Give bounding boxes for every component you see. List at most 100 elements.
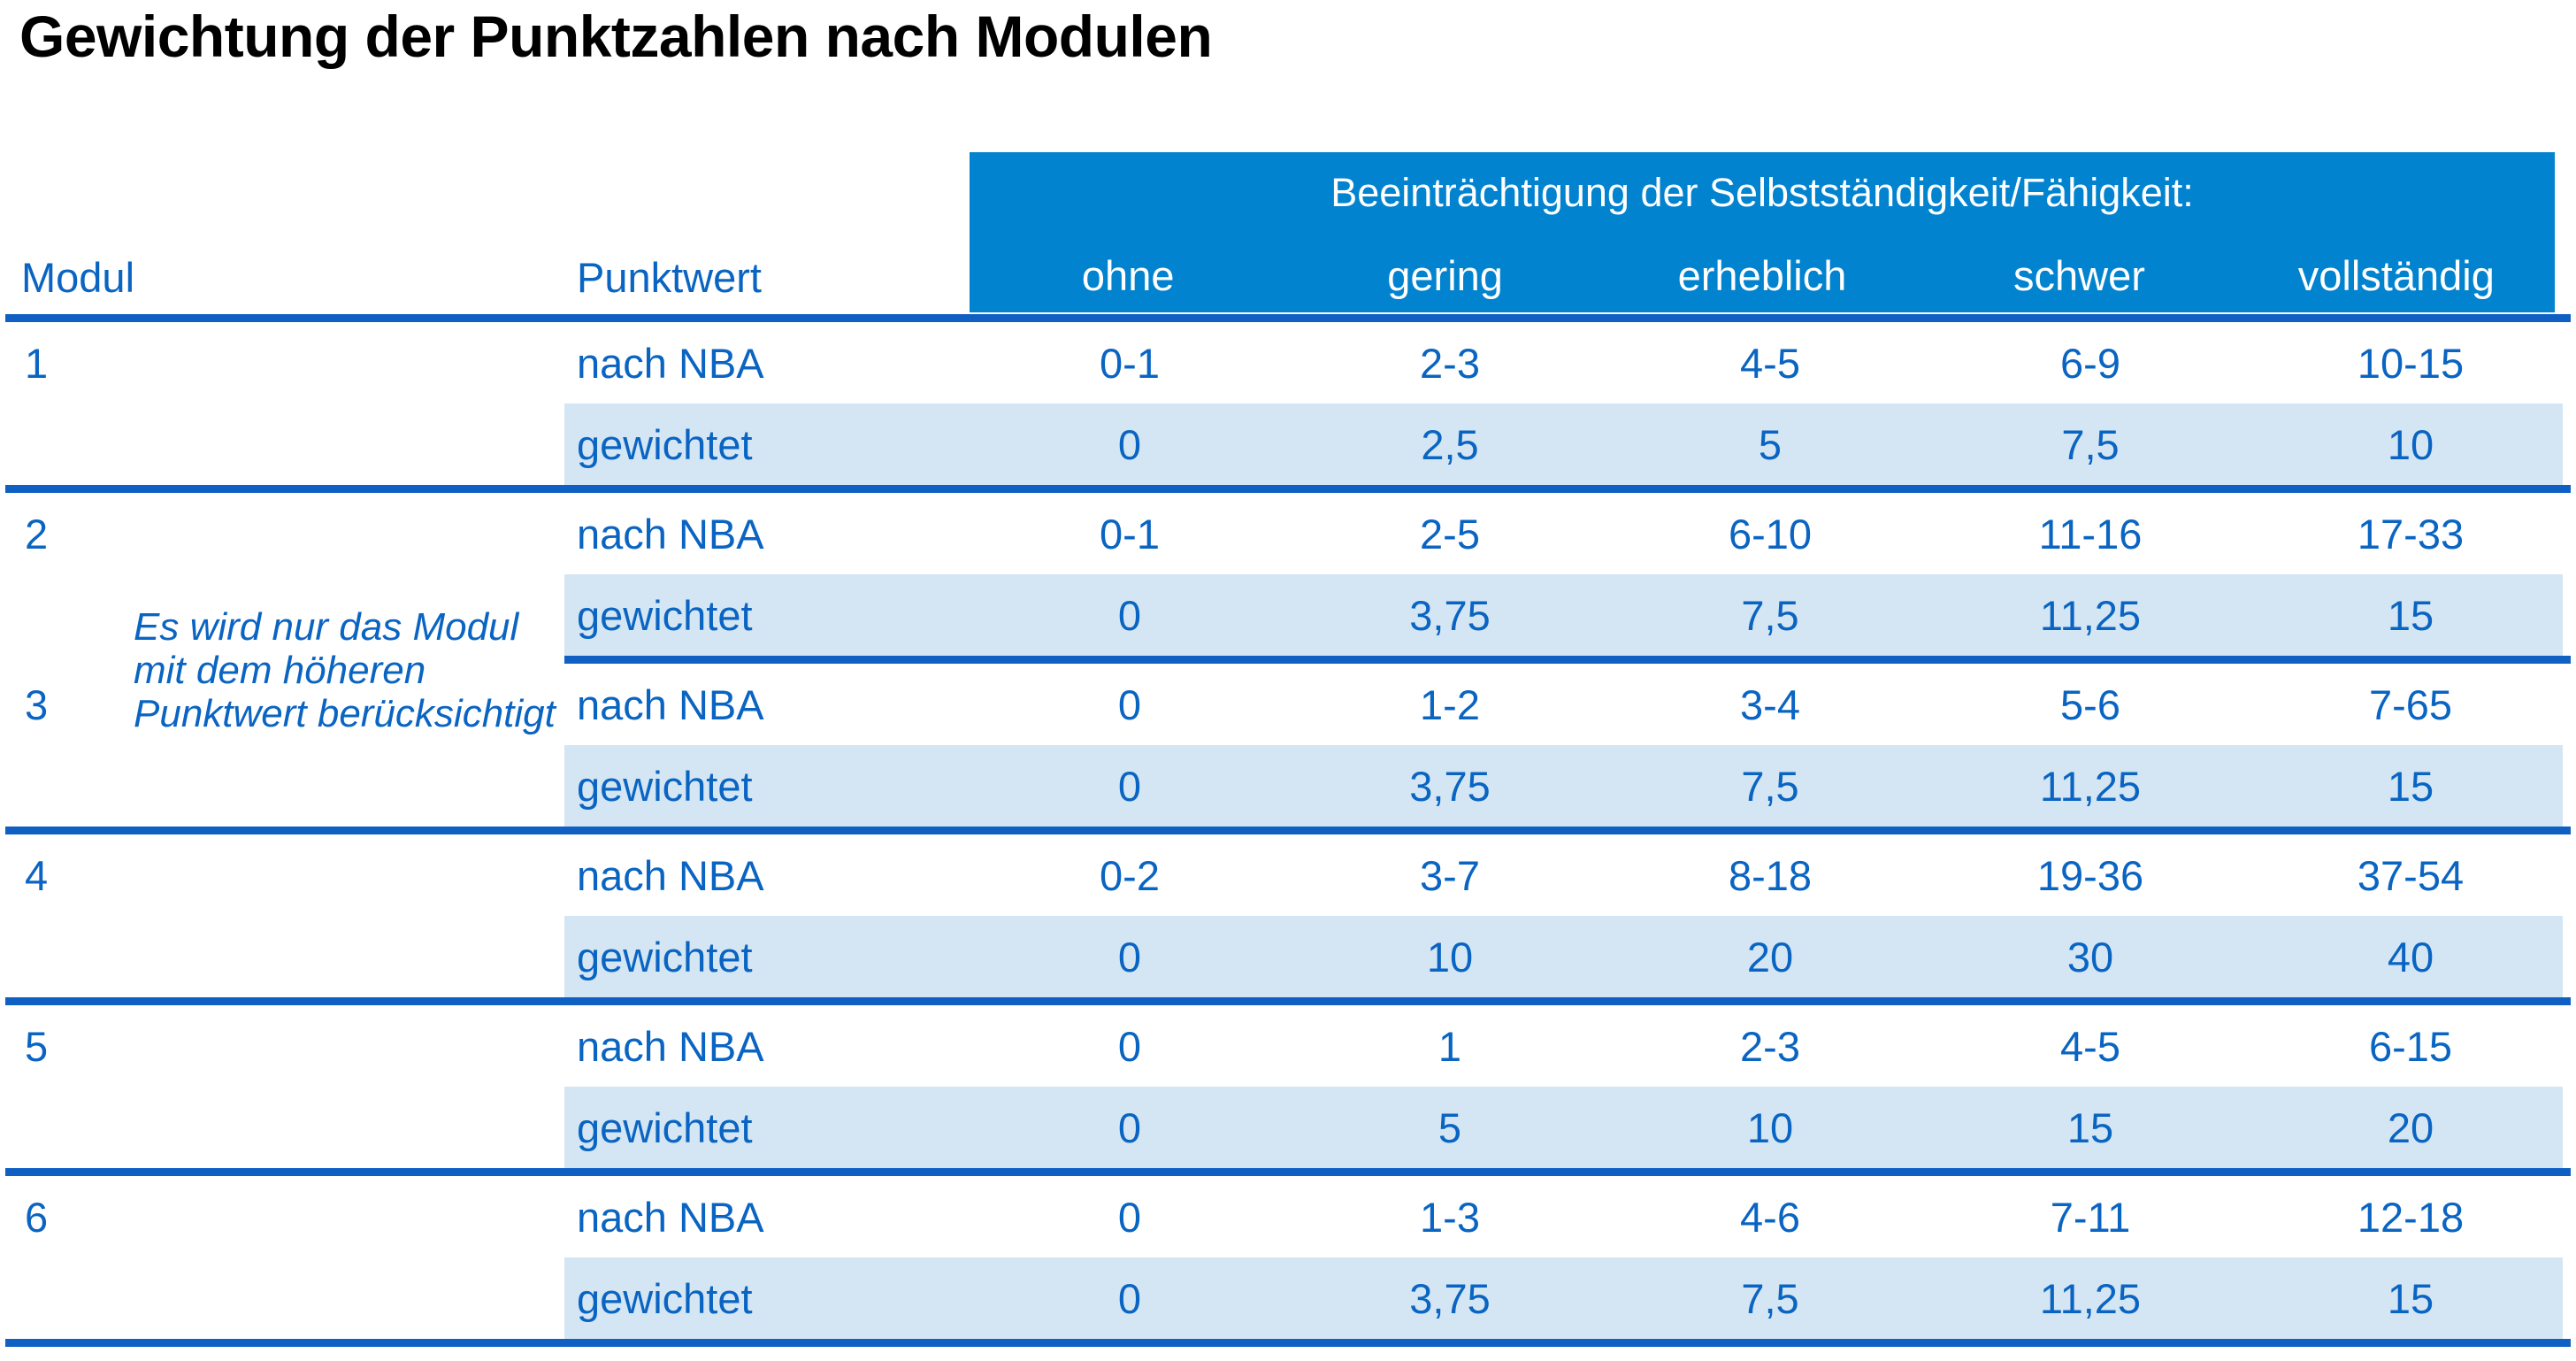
value-erheblich: 3-4 xyxy=(1740,680,1800,728)
column-header-punktwert: Punktwert xyxy=(577,254,762,301)
value-vollständig: 15 xyxy=(2387,1274,2434,1322)
value-gering: 3,75 xyxy=(1409,1274,1491,1322)
module-separator-rule xyxy=(5,997,2571,1005)
module-3-nba-row: 3 nach NBA 0 1-2 3-4 5-6 7-65 xyxy=(0,664,2571,745)
value-ohne: 0 xyxy=(1117,933,1142,980)
module-2-3-note: Es wird nur das Modul mit dem höheren Pu… xyxy=(134,605,556,735)
column-header-ohne: ohne xyxy=(1081,252,1175,299)
value-vollständig: 10 xyxy=(2387,420,2434,468)
value-vollständig: 37-54 xyxy=(2357,851,2465,899)
module-6-weighted-row: gewichtet 0 3,75 7,5 11,25 15 xyxy=(0,1257,2571,1339)
column-header-erheblich: erheblich xyxy=(1677,252,1847,299)
module-3-weighted-row: gewichtet 0 3,75 7,5 11,25 15 xyxy=(0,745,2571,827)
value-ohne: 0 xyxy=(1117,1103,1142,1151)
value-gering: 3-7 xyxy=(1420,851,1480,899)
severity-labels-row: ohne gering erheblich schwer vollständig xyxy=(970,251,2555,300)
module-separator-rule xyxy=(5,827,2571,834)
module-1-nba-row: 1 nach NBA 0-1 2-3 4-5 6-9 10-15 xyxy=(0,322,2571,404)
value-schwer: 19-36 xyxy=(2036,851,2144,899)
value-gering: 1 xyxy=(1438,1022,1462,1070)
header-separator-rule xyxy=(5,314,2571,322)
value-vollständig: 7-65 xyxy=(2368,680,2453,728)
module-2-weighted-row: gewichtet 0 3,75 7,5 11,25 15 xyxy=(0,574,2571,656)
value-erheblich: 7,5 xyxy=(1741,591,1799,639)
value-gering: 2-5 xyxy=(1420,510,1480,557)
value-erheblich: 5 xyxy=(1758,420,1782,468)
value-gering: 1-2 xyxy=(1420,680,1480,728)
column-header-schwer: schwer xyxy=(2012,252,2145,299)
row-label-gewichtet: gewichtet xyxy=(577,1274,753,1322)
value-ohne: 0 xyxy=(1117,591,1142,639)
module-number: 4 xyxy=(25,851,49,899)
value-vollständig: 40 xyxy=(2387,933,2434,980)
value-schwer: 15 xyxy=(2066,1103,2114,1151)
value-gering: 2,5 xyxy=(1421,420,1479,468)
value-ohne: 0-1 xyxy=(1100,510,1160,557)
severity-banner-title: Beeinträchtigung der Selbstständigkeit/F… xyxy=(1330,170,2194,215)
value-erheblich: 7,5 xyxy=(1741,1274,1799,1322)
module-separator-rule xyxy=(5,485,2571,493)
note-line: mit dem höheren xyxy=(134,649,426,692)
value-ohne: 0 xyxy=(1117,680,1142,728)
row-label-nach-nba: nach NBA xyxy=(577,851,764,899)
value-ohne: 0-2 xyxy=(1100,851,1160,899)
row-label-nach-nba: nach NBA xyxy=(577,1193,764,1241)
value-gering: 3,75 xyxy=(1409,591,1491,639)
value-schwer: 7-11 xyxy=(2050,1193,2131,1241)
value-schwer: 30 xyxy=(2066,933,2114,980)
column-header-vollstaendig: vollständig xyxy=(2297,252,2495,299)
module-number: 2 xyxy=(25,510,49,557)
column-header-modul: Modul xyxy=(21,254,135,301)
value-vollständig: 15 xyxy=(2387,762,2434,810)
module-blocks: Es wird nur das Modul mit dem höheren Pu… xyxy=(0,322,2571,1347)
note-line: Es wird nur das Modul xyxy=(134,605,519,649)
value-schwer: 11,25 xyxy=(2039,1274,2142,1322)
module-separator-rule xyxy=(5,1168,2571,1176)
value-vollständig: 6-15 xyxy=(2368,1022,2453,1070)
value-vollständig: 10-15 xyxy=(2357,339,2465,387)
module-5-weighted-row: gewichtet 0 5 10 15 20 xyxy=(0,1087,2571,1168)
value-vollständig: 20 xyxy=(2387,1103,2434,1151)
value-gering: 3,75 xyxy=(1409,762,1491,810)
module-separator-rule xyxy=(5,1339,2571,1347)
row-label-nach-nba: nach NBA xyxy=(577,680,764,728)
module-separator-rule xyxy=(564,656,2571,664)
value-schwer: 4-5 xyxy=(2060,1022,2120,1070)
module-4-nba-row: 4 nach NBA 0-2 3-7 8-18 19-36 37-54 xyxy=(0,834,2571,916)
value-ohne: 0 xyxy=(1117,1193,1142,1241)
value-erheblich: 4-5 xyxy=(1740,339,1800,387)
note-line: Punktwert berücksichtigt xyxy=(134,692,556,735)
value-gering: 5 xyxy=(1438,1103,1462,1151)
value-gering: 1-3 xyxy=(1420,1193,1480,1241)
value-ohne: 0 xyxy=(1117,762,1142,810)
value-ohne: 0 xyxy=(1117,420,1142,468)
row-label-gewichtet: gewichtet xyxy=(577,762,753,810)
column-header-gering: gering xyxy=(1387,252,1503,299)
severity-header-banner: Beeinträchtigung der Selbstständigkeit/F… xyxy=(970,152,2555,312)
module-number: 6 xyxy=(25,1193,49,1241)
module-6-nba-row: 6 nach NBA 0 1-3 4-6 7-11 12-18 xyxy=(0,1176,2571,1257)
value-erheblich: 7,5 xyxy=(1741,762,1799,810)
row-label-gewichtet: gewichtet xyxy=(577,1103,753,1151)
module-2-nba-row: 2 nach NBA 0-1 2-5 6-10 11-16 17-33 xyxy=(0,493,2571,574)
value-erheblich: 4-6 xyxy=(1740,1193,1800,1241)
value-vollständig: 12-18 xyxy=(2357,1193,2465,1241)
row-label-gewichtet: gewichtet xyxy=(577,420,753,468)
value-ohne: 0-1 xyxy=(1100,339,1160,387)
value-schwer: 11,25 xyxy=(2039,762,2142,810)
row-label-gewichtet: gewichtet xyxy=(577,933,753,980)
module-number: 3 xyxy=(25,680,49,728)
row-label-nach-nba: nach NBA xyxy=(577,339,764,387)
value-erheblich: 8-18 xyxy=(1728,851,1813,899)
value-ohne: 0 xyxy=(1117,1274,1142,1322)
value-schwer: 6-9 xyxy=(2060,339,2120,387)
row-label-nach-nba: nach NBA xyxy=(577,1022,764,1070)
value-schwer: 11-16 xyxy=(2038,510,2143,557)
value-vollständig: 15 xyxy=(2387,591,2434,639)
value-schwer: 7,5 xyxy=(2061,420,2120,468)
value-ohne: 0 xyxy=(1117,1022,1142,1070)
module-5-nba-row: 5 nach NBA 0 1 2-3 4-5 6-15 xyxy=(0,1005,2571,1087)
value-erheblich: 2-3 xyxy=(1740,1022,1800,1070)
value-gering: 10 xyxy=(1426,933,1474,980)
